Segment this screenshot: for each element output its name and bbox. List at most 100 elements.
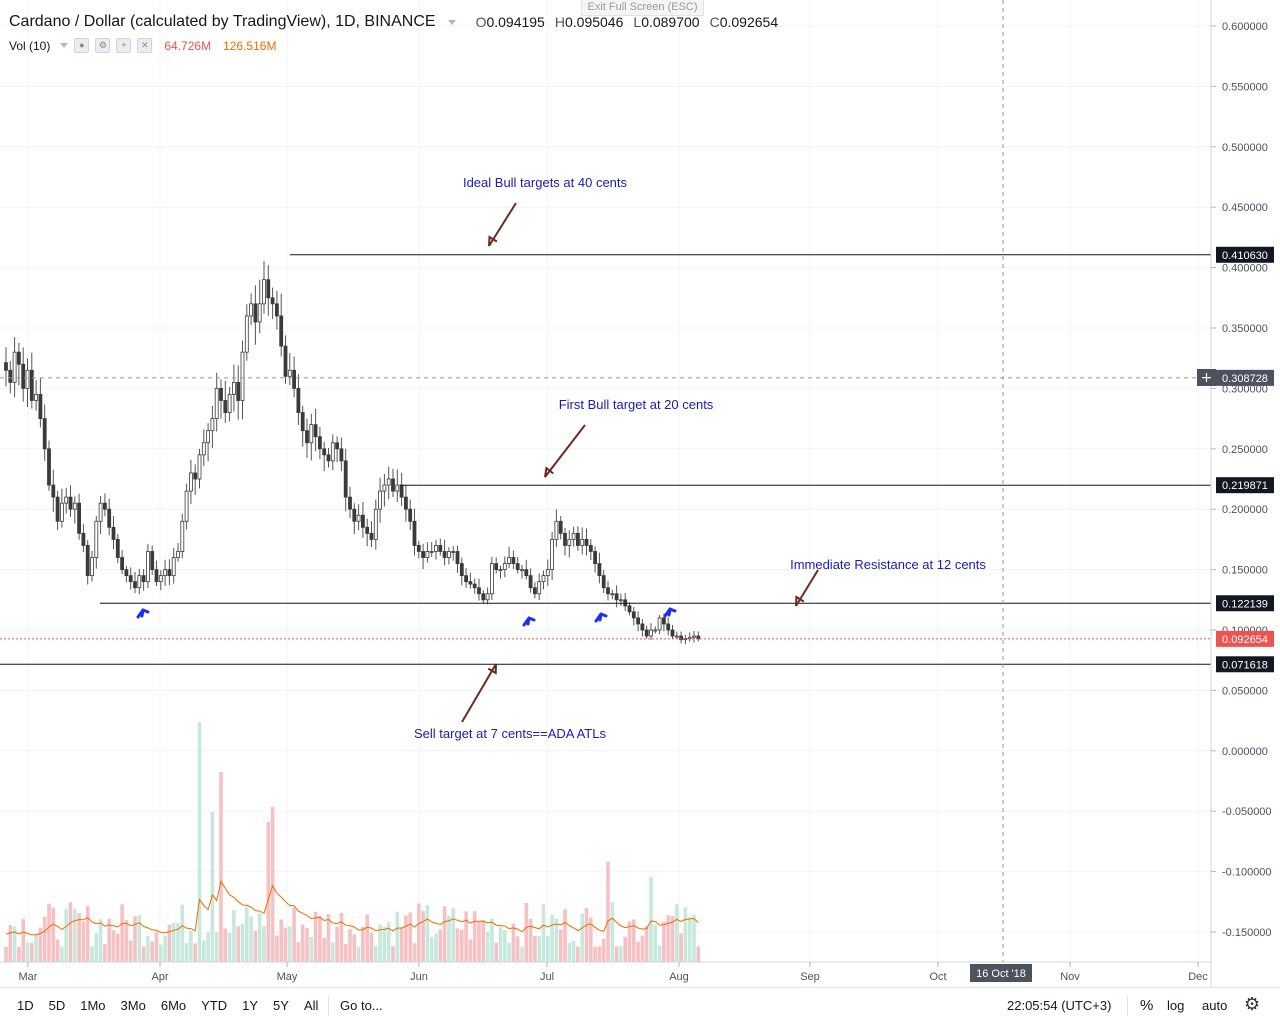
volume-bar: [472, 911, 477, 962]
candle: [176, 543, 180, 562]
candle: [434, 539, 438, 560]
candle: [472, 578, 477, 594]
candle: [292, 356, 297, 398]
y-tick-label: -0.150000: [1222, 927, 1272, 939]
x-tick-label: Mar: [19, 971, 38, 983]
candle-body: [451, 551, 456, 553]
volume-bar: [477, 921, 481, 962]
range-5y-button[interactable]: 5Y: [273, 998, 289, 1013]
candle: [103, 493, 107, 517]
range-1mo-button[interactable]: 1Mo: [80, 998, 106, 1013]
candle-body: [176, 551, 180, 558]
candle-body: [644, 629, 649, 637]
remove-icon[interactable]: ✕: [137, 38, 153, 53]
volume-legend: Vol (10) ● ⚙ + ✕ 64.726M 126.516M: [9, 38, 276, 53]
candle: [649, 623, 653, 640]
volume-bar: [563, 909, 567, 962]
add-plus-icon[interactable]: +: [1197, 369, 1216, 386]
candle-body: [541, 575, 546, 583]
volume-bar: [288, 926, 292, 962]
candle: [72, 496, 77, 524]
eye-icon[interactable]: ●: [74, 38, 90, 53]
candle-body: [231, 381, 236, 395]
volume-bar: [378, 924, 382, 962]
candle-body: [593, 551, 597, 564]
candle: [12, 337, 17, 398]
candle-body: [494, 563, 499, 570]
chart-canvas[interactable]: Ideal Bull targets at 40 cents First Bull…: [0, 0, 1280, 987]
time-axis[interactable]: Mar Apr May Jun Jul Aug Sep Oct Nov Dec: [19, 962, 1209, 983]
symbol-title[interactable]: Cardano / Dollar (calculated by TradingV…: [9, 13, 436, 30]
range-ytd-button[interactable]: YTD: [201, 998, 228, 1013]
y-tick-label: 0.450000: [1222, 202, 1268, 214]
candle: [266, 264, 271, 316]
candle: [98, 495, 103, 534]
price-axis[interactable]: 0.600000 0.550000 0.500000 0.450000 0.400000…: [1211, 21, 1272, 939]
log-scale-toggle[interactable]: log: [1167, 998, 1185, 1013]
candle-body: [472, 583, 477, 589]
clock-display[interactable]: 22:05:54 (UTC+3): [1007, 998, 1112, 1013]
candle-body: [253, 303, 258, 323]
volume-value: 64.726M: [164, 38, 212, 53]
settings-icon[interactable]: ⚙: [95, 38, 111, 53]
candle: [171, 547, 176, 584]
range-1y-button[interactable]: 1Y: [242, 998, 259, 1013]
range-1d-button[interactable]: 1D: [17, 998, 34, 1013]
candle-body: [12, 351, 17, 383]
candle-body: [98, 502, 103, 522]
candle: [584, 528, 589, 556]
price-tag-label: 0.071618: [1222, 659, 1268, 671]
volume-bar: [640, 935, 645, 962]
candle-body: [498, 569, 503, 571]
ohlc-values: O0.094195 H0.095046 L0.089700 C0.092654: [476, 14, 779, 30]
candle: [515, 556, 520, 574]
volume-bar: [98, 919, 103, 962]
volume-bar: [214, 932, 219, 962]
candle: [520, 565, 524, 579]
candle-body: [313, 424, 318, 438]
candle: [227, 386, 232, 422]
range-all-button[interactable]: All: [303, 998, 319, 1013]
volume-bar: [644, 925, 649, 962]
volume-bar: [683, 907, 688, 962]
chart-legend-title: Cardano / Dollar (calculated by TradingV…: [9, 13, 778, 31]
chevron-down-icon[interactable]: [60, 43, 69, 48]
candle-body: [576, 532, 580, 546]
candle: [507, 546, 512, 569]
candle: [249, 293, 254, 325]
auto-scale-toggle[interactable]: auto: [1202, 998, 1228, 1013]
candle: [115, 534, 120, 564]
candlestick-series: [4, 260, 701, 645]
candle-body: [563, 532, 567, 546]
candle: [236, 365, 241, 420]
exit-fullscreen-button[interactable]: Exit Full Screen (ESC): [581, 0, 704, 16]
candle-body: [223, 400, 228, 413]
chevron-down-icon[interactable]: [447, 19, 456, 25]
volume-bar: [675, 904, 679, 962]
candle-body: [274, 303, 279, 317]
candle: [657, 614, 662, 635]
candle-body: [464, 575, 469, 583]
x-tick-label: May: [277, 971, 298, 983]
add-icon[interactable]: +: [116, 38, 132, 53]
candle-body: [55, 496, 60, 522]
candle-body: [47, 448, 51, 486]
volume-label[interactable]: Vol (10): [9, 38, 51, 53]
range-6mo-button[interactable]: 6Mo: [160, 998, 187, 1013]
candle: [193, 464, 198, 495]
volume-bar: [554, 918, 559, 962]
range-5d-button[interactable]: 5D: [48, 998, 66, 1013]
candle-body: [692, 635, 696, 638]
range-3mo-button[interactable]: 3Mo: [120, 998, 146, 1013]
volume-bar: [116, 933, 120, 962]
volume-bar: [490, 918, 494, 962]
candle-body: [305, 430, 309, 444]
candle-body: [459, 563, 464, 577]
gear-icon[interactable]: ⚙: [1244, 994, 1261, 1014]
candle: [197, 448, 202, 489]
volume-bar: [649, 877, 653, 962]
goto-date-button[interactable]: Go to...: [340, 998, 383, 1013]
percent-scale-toggle[interactable]: %: [1140, 997, 1154, 1014]
ohlc-open: O0.094195: [475, 14, 545, 30]
candle: [395, 469, 400, 503]
